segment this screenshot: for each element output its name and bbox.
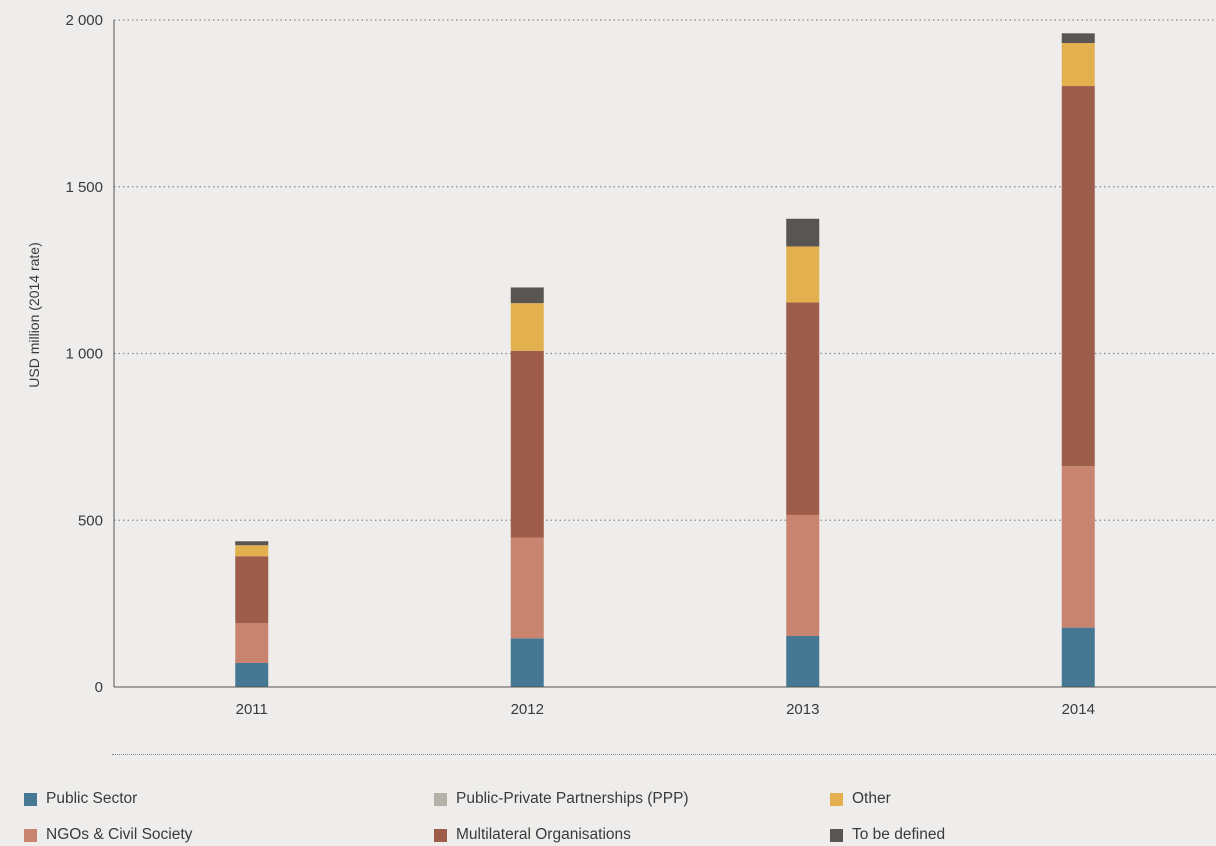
bar-segment xyxy=(235,622,269,663)
x-tick-label: 2011 xyxy=(236,701,268,718)
bar-segment xyxy=(786,514,820,636)
bar-segment xyxy=(786,635,820,687)
legend-separator xyxy=(112,754,1216,755)
bar-segment xyxy=(510,638,544,687)
legend-label: To be defined xyxy=(852,826,946,843)
bar-segment xyxy=(1061,627,1095,687)
y-tick-label: 1 500 xyxy=(65,179,103,196)
bar-segment xyxy=(235,545,269,557)
legend-label: NGOs & Civil Society xyxy=(46,826,193,843)
legend-label: Other xyxy=(852,790,891,807)
y-tick-label: 500 xyxy=(78,512,103,529)
bar-stacks xyxy=(235,33,1095,687)
legend-item-ngos: NGOs & Civil Society xyxy=(24,826,192,844)
bar-segment xyxy=(1061,43,1095,87)
x-tick-label: 2013 xyxy=(786,701,819,718)
bar-segment xyxy=(1061,86,1095,467)
bar-segment xyxy=(1061,33,1095,44)
legend-swatch xyxy=(830,792,843,806)
bar-segment xyxy=(235,662,269,687)
legend-swatch xyxy=(24,828,37,842)
legend-item-public-sector: Public Sector xyxy=(24,790,137,808)
y-tick-label: 1 000 xyxy=(65,346,103,363)
y-tick-label: 2 000 xyxy=(65,12,103,29)
legend-item-multilateral: Multilateral Organisations xyxy=(434,826,631,844)
bar-segment xyxy=(510,537,544,639)
bar-segment xyxy=(786,218,820,247)
y-axis-ticks: 0 500 1 000 1 500 2 000 xyxy=(65,12,103,696)
bar-segment xyxy=(510,287,544,304)
x-axis-ticks: 2011 2012 2013 2014 xyxy=(236,701,1095,718)
bar-segment xyxy=(1061,466,1095,628)
bar-segment xyxy=(235,541,269,546)
bar-segment xyxy=(510,303,544,351)
legend-item-to-be-defined: To be defined xyxy=(830,826,945,844)
x-tick-label: 2014 xyxy=(1062,701,1095,718)
x-tick-label: 2012 xyxy=(511,701,544,718)
legend-swatch xyxy=(830,828,843,842)
legend-swatch xyxy=(434,828,447,842)
legend-item-other: Other xyxy=(830,790,891,808)
bar-segment xyxy=(786,302,820,515)
legend-label: Public-Private Partnerships (PPP) xyxy=(456,790,689,807)
y-tick-label: 0 xyxy=(95,679,103,696)
bar-segment xyxy=(786,246,820,303)
bar-segment xyxy=(510,350,544,538)
legend-swatch xyxy=(434,792,447,806)
bar-segment xyxy=(235,556,269,623)
legend-label: Multilateral Organisations xyxy=(456,826,631,843)
legend-swatch xyxy=(24,792,37,806)
y-axis-label: USD million (2014 rate) xyxy=(26,242,42,388)
legend-item-ppp: Public-Private Partnerships (PPP) xyxy=(434,790,689,808)
gridlines xyxy=(114,19,1216,521)
legend-label: Public Sector xyxy=(46,790,138,807)
stacked-bar-chart: 0 500 1 000 1 500 2 000 2011 2012 2013 2014 USD… xyxy=(26,12,1216,718)
